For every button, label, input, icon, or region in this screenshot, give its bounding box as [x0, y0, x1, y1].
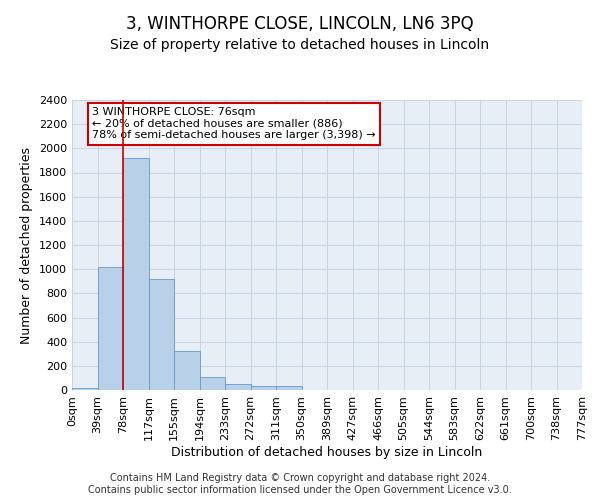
Bar: [251, 386, 276, 390]
Text: 3 WINTHORPE CLOSE: 76sqm
← 20% of detached houses are smaller (886)
78% of semi-: 3 WINTHORPE CLOSE: 76sqm ← 20% of detach…: [92, 108, 376, 140]
Text: Contains HM Land Registry data © Crown copyright and database right 2024.
Contai: Contains HM Land Registry data © Crown c…: [88, 474, 512, 495]
Bar: [72, 388, 97, 390]
Bar: [199, 376, 225, 390]
Bar: [276, 386, 302, 390]
Text: 3, WINTHORPE CLOSE, LINCOLN, LN6 3PQ: 3, WINTHORPE CLOSE, LINCOLN, LN6 3PQ: [126, 15, 474, 33]
Y-axis label: Number of detached properties: Number of detached properties: [20, 146, 34, 344]
Bar: [225, 384, 251, 390]
X-axis label: Distribution of detached houses by size in Lincoln: Distribution of detached houses by size …: [172, 446, 482, 458]
Bar: [174, 352, 199, 390]
Bar: [149, 279, 174, 390]
Bar: [97, 267, 123, 390]
Text: Size of property relative to detached houses in Lincoln: Size of property relative to detached ho…: [110, 38, 490, 52]
Bar: [123, 158, 149, 390]
